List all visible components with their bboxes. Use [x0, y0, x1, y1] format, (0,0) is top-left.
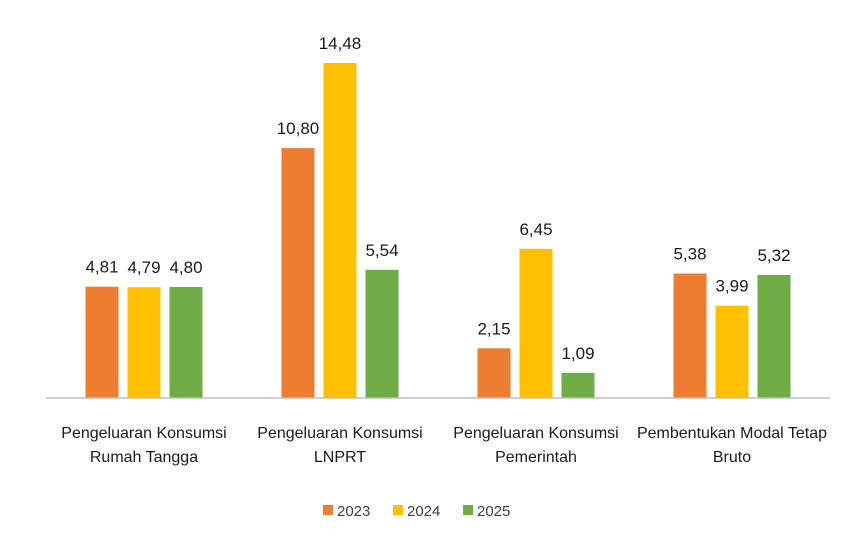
legend-item-2024: 2024 [393, 503, 440, 520]
value-labels-group: 4,81 4,79 4,80 10,80 14,48 5,54 2,15 6,45 1,09 5,… [85, 34, 790, 363]
bar-2023-cat-1 [281, 148, 315, 398]
data-label-2024-cat-2: 6,45 [519, 220, 552, 239]
category-label-0-line-0: Pengeluaran Konsumsi [61, 425, 226, 442]
data-label-2024-cat-0: 4,79 [127, 258, 160, 277]
data-label-2024-cat-3: 3,99 [715, 277, 748, 296]
bar-2025-cat-0 [169, 287, 203, 398]
data-label-2023-cat-1: 10,80 [277, 119, 320, 138]
bar-2025-cat-3 [757, 274, 791, 398]
legend-item-2023: 2023 [323, 503, 370, 520]
category-label-1-line-1: LNPRT [314, 449, 366, 466]
data-label-2025-cat-3: 5,32 [757, 246, 790, 265]
bar-2025-cat-2 [561, 372, 595, 398]
bar-2023-cat-0 [85, 286, 119, 398]
bar-2024-cat-1 [323, 63, 357, 398]
data-label-2025-cat-0: 4,80 [169, 258, 202, 277]
bar-2023-cat-3 [673, 273, 707, 398]
category-label-1-line-0: Pengeluaran Konsumsi [257, 425, 422, 442]
category-label-0-line-1: Rumah Tangga [90, 449, 198, 466]
bar-2023-cat-2 [477, 348, 511, 398]
data-label-2023-cat-3: 5,38 [673, 245, 706, 264]
legend-label-2025: 2025 [477, 503, 510, 520]
legend-swatch-2023 [323, 505, 333, 515]
bar-2024-cat-2 [519, 248, 553, 398]
legend-item-2025: 2025 [463, 503, 510, 520]
category-label-2-line-0: Pengeluaran Konsumsi [453, 425, 618, 442]
legend-swatch-2025 [463, 505, 473, 515]
data-label-2024-cat-1: 14,48 [319, 34, 362, 53]
category-label-2-line-1: Pemerintah [495, 449, 577, 466]
data-label-2023-cat-2: 2,15 [477, 319, 510, 338]
legend-label-2024: 2024 [407, 503, 440, 520]
bar-2024-cat-0 [127, 287, 161, 398]
category-labels-group: Pengeluaran Konsumsi Rumah Tangga Pengelua… [61, 425, 827, 466]
legend-label-2023: 2023 [337, 503, 370, 520]
bar-2024-cat-3 [715, 305, 749, 398]
bars-group [85, 63, 791, 398]
data-label-2025-cat-2: 1,09 [561, 344, 594, 363]
legend: 2023 2024 2025 [323, 503, 510, 520]
category-label-3-line-0: Pembentukan Modal Tetap [637, 425, 827, 442]
bar-2025-cat-1 [365, 269, 399, 398]
legend-swatch-2024 [393, 505, 403, 515]
data-label-2023-cat-0: 4,81 [85, 258, 118, 277]
category-label-3-line-1: Bruto [713, 449, 751, 466]
data-label-2025-cat-1: 5,54 [365, 241, 398, 260]
